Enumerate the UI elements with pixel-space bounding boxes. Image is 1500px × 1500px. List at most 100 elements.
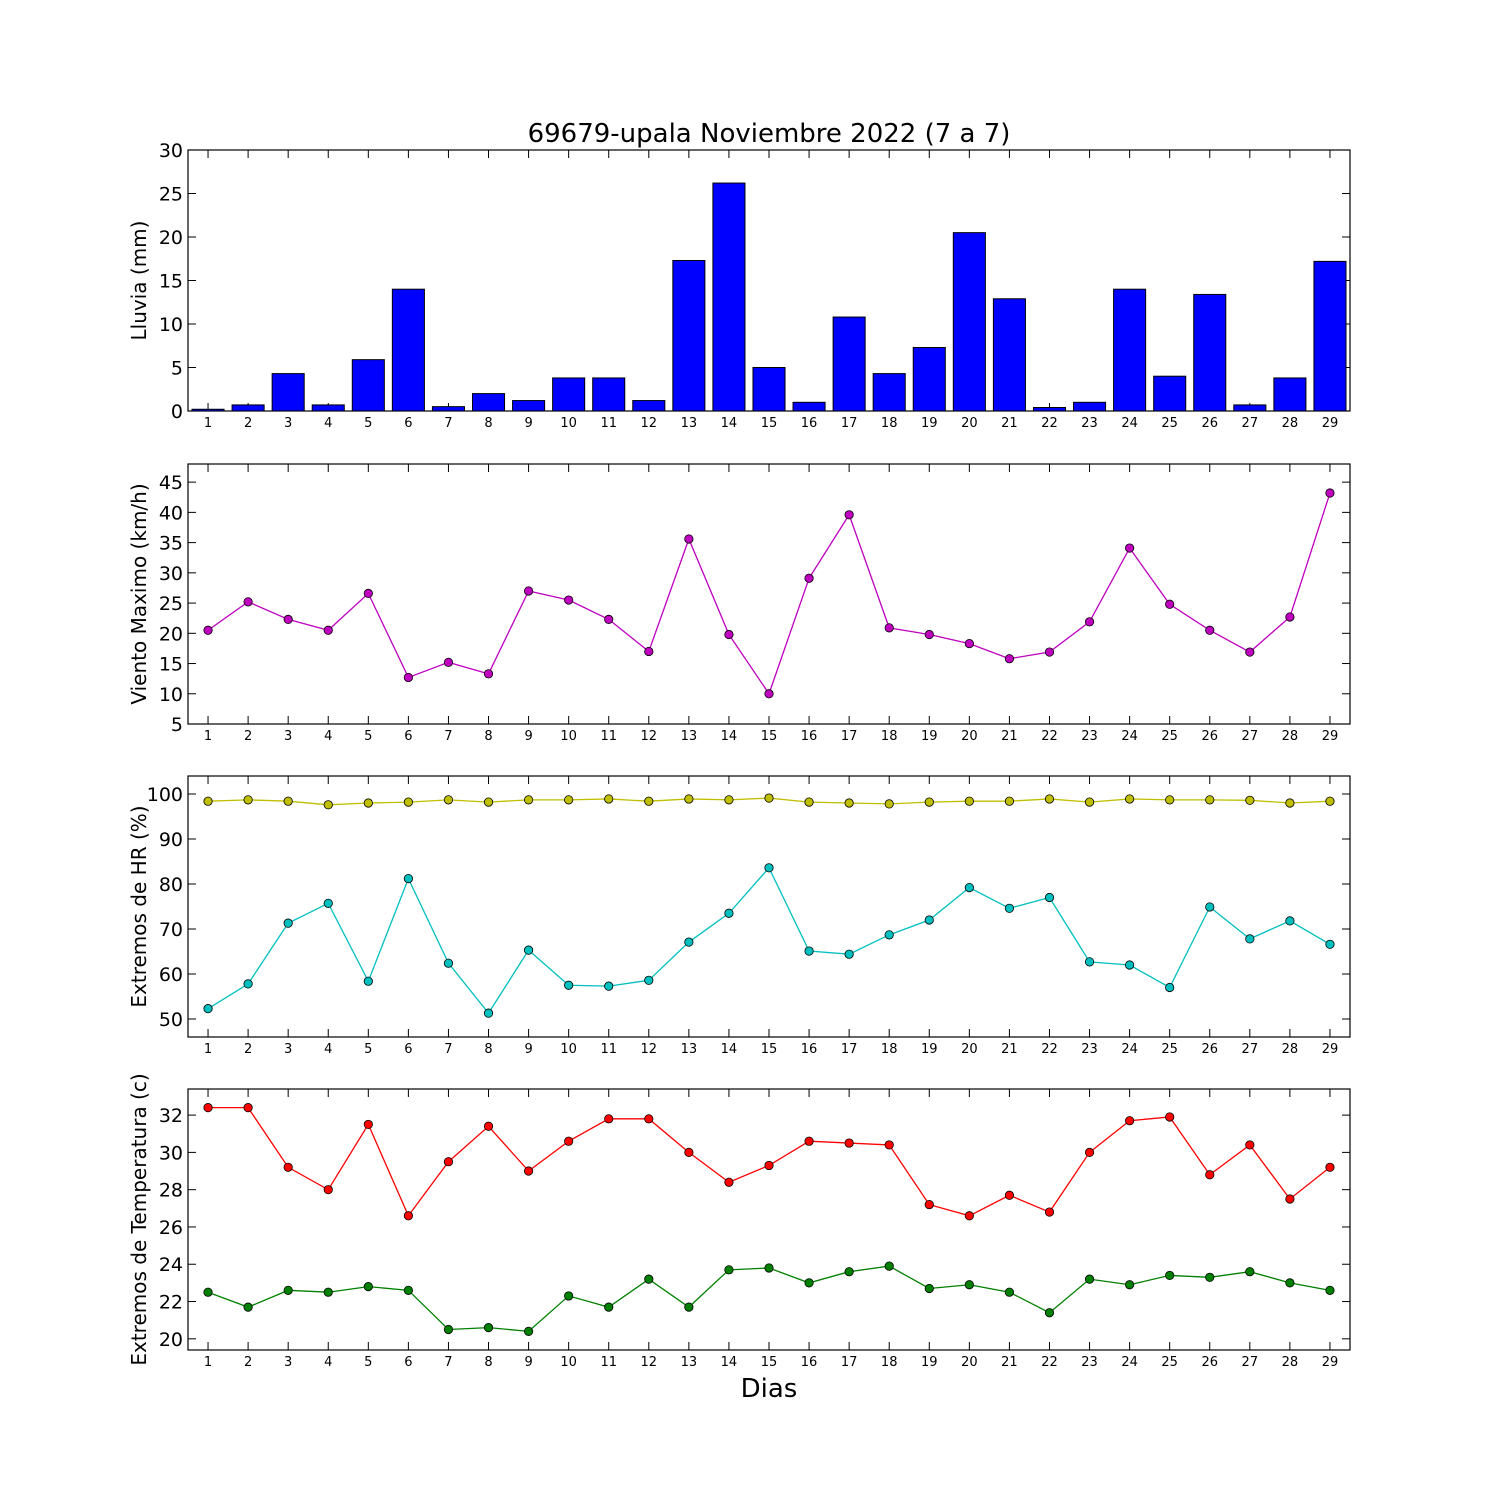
data-point	[1165, 982, 1175, 993]
x-tick-label: 29	[1322, 416, 1339, 431]
data-point	[323, 1185, 333, 1195]
x-tick-label: 23	[1081, 1042, 1098, 1057]
x-tick-label: 4	[324, 1042, 332, 1057]
x-tick-label: 8	[484, 729, 492, 744]
bar	[832, 316, 866, 412]
data-point	[1285, 1194, 1295, 1204]
y-tick-label: 10	[159, 314, 183, 336]
data-point	[964, 1211, 974, 1221]
x-tick-label: 1	[204, 729, 212, 744]
data-point	[203, 796, 213, 806]
data-point	[1325, 488, 1335, 498]
x-tick-label: 14	[721, 1355, 738, 1370]
data-point	[644, 975, 654, 985]
bar	[431, 406, 465, 412]
data-point	[564, 795, 574, 805]
data-point	[1044, 1207, 1055, 1217]
data-point	[523, 586, 534, 596]
data-point	[964, 796, 974, 806]
data-point	[1285, 916, 1295, 926]
data-point	[684, 1147, 694, 1157]
data-point	[724, 629, 734, 640]
x-tick-label: 3	[284, 1355, 292, 1370]
data-point	[1084, 1147, 1095, 1157]
x-tick-label: 7	[444, 729, 452, 744]
bar	[1233, 404, 1267, 412]
x-tick-label: 20	[961, 416, 978, 431]
x-tick-label: 1	[204, 1042, 212, 1057]
y-tick-label: 22	[159, 1292, 183, 1314]
data-point	[924, 1199, 934, 1210]
data-point	[764, 1160, 774, 1171]
data-point	[483, 1121, 494, 1131]
data-point	[1285, 1278, 1295, 1288]
y-tick-label: 30	[159, 140, 183, 162]
x-tick-label: 8	[484, 1355, 492, 1370]
data-point	[844, 1138, 854, 1148]
x-tick-label: 4	[324, 416, 332, 431]
data-point	[363, 1119, 373, 1130]
x-tick-label: 24	[1121, 1042, 1138, 1057]
y-tick-label: 15	[159, 271, 183, 293]
x-tick-label: 5	[364, 729, 372, 744]
x-tick-label: 25	[1161, 1355, 1178, 1370]
data-point	[323, 898, 333, 908]
x-tick-label: 28	[1282, 1042, 1299, 1057]
x-tick-label: 13	[681, 729, 698, 744]
bar	[191, 408, 225, 412]
data-point	[203, 1103, 213, 1113]
data-point	[523, 1166, 534, 1176]
y-tick-label: 20	[159, 1329, 183, 1351]
bar	[712, 182, 746, 412]
x-tick-label: 7	[444, 416, 452, 431]
x-tick-label: 19	[921, 729, 938, 744]
bar	[271, 373, 305, 412]
x-tick-label: 26	[1201, 1042, 1218, 1057]
data-point	[243, 597, 253, 607]
data-point	[764, 1263, 774, 1273]
x-tick-label: 5	[364, 1355, 372, 1370]
x-tick-label: 22	[1041, 729, 1058, 744]
bar	[592, 377, 626, 412]
x-tick-label: 16	[801, 1355, 818, 1370]
x-tick-label: 22	[1041, 1355, 1058, 1370]
data-point	[523, 795, 534, 805]
x-tick-label: 11	[600, 416, 617, 431]
data-point	[1325, 939, 1335, 949]
data-point	[403, 797, 413, 807]
data-point	[323, 625, 333, 635]
data-point	[1285, 798, 1295, 808]
bar	[1193, 293, 1227, 412]
data-point	[764, 863, 774, 873]
data-point	[203, 1287, 213, 1297]
x-tick-label: 9	[524, 1042, 532, 1057]
plot-frame	[187, 1088, 1351, 1351]
data-point	[1205, 902, 1215, 912]
x-tick-label: 16	[801, 416, 818, 431]
data-point	[844, 949, 854, 959]
x-tick-label: 17	[841, 729, 858, 744]
data-point	[684, 794, 694, 804]
data-point	[323, 1287, 333, 1297]
data-point	[1125, 1280, 1135, 1290]
x-tick-label: 8	[484, 1042, 492, 1057]
x-tick-label: 17	[841, 1355, 858, 1370]
x-tick-label: 12	[641, 1042, 658, 1057]
x-tick-label: 8	[484, 416, 492, 431]
x-tick-label: 9	[524, 1355, 532, 1370]
x-tick-label: 13	[681, 1042, 698, 1057]
data-point	[844, 798, 854, 808]
data-point	[1325, 796, 1335, 806]
x-tick-label: 16	[801, 729, 818, 744]
data-point	[564, 980, 574, 990]
data-point	[443, 795, 454, 805]
series-line-hr-1	[207, 866, 1331, 1015]
data-point	[804, 1278, 814, 1288]
data-point	[243, 795, 253, 805]
data-point	[1004, 1287, 1015, 1297]
y-axis-label-hr: Extremos de HR (%)	[127, 805, 151, 1007]
x-tick-label: 2	[244, 1355, 252, 1370]
data-point	[924, 797, 934, 807]
x-tick-label: 3	[284, 1042, 292, 1057]
data-point	[443, 958, 454, 968]
